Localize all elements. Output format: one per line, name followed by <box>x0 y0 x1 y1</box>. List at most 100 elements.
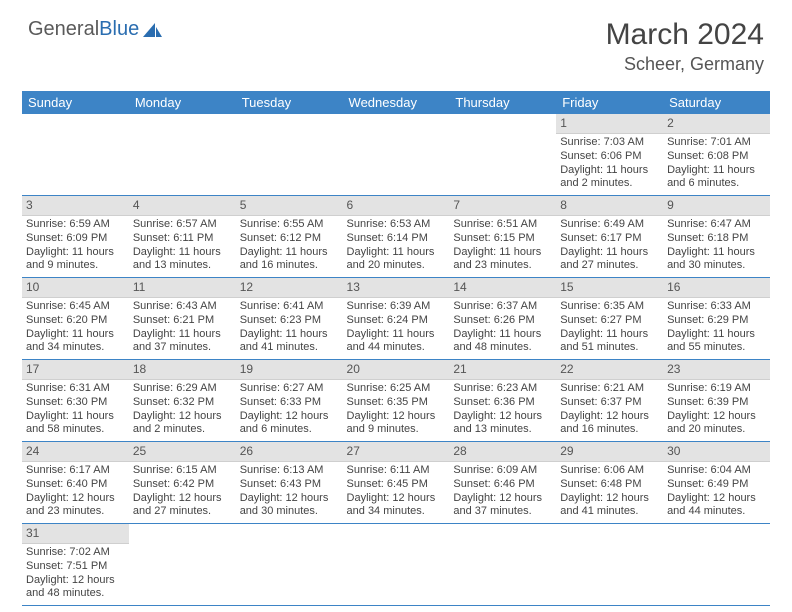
daylight-text: Daylight: 12 hours and 13 minutes. <box>453 410 552 438</box>
calendar-day-cell: 15Sunrise: 6:35 AMSunset: 6:27 PMDayligh… <box>556 278 663 360</box>
daylight-text: Daylight: 12 hours and 2 minutes. <box>133 410 232 438</box>
sunrise-text: Sunrise: 6:57 AM <box>133 218 232 232</box>
sunset-text: Sunset: 6:24 PM <box>347 314 446 328</box>
calendar-day-cell <box>22 114 129 196</box>
day-body: Sunrise: 6:29 AMSunset: 6:32 PMDaylight:… <box>129 380 236 441</box>
sunrise-text: Sunrise: 7:02 AM <box>26 546 125 560</box>
calendar-day-cell: 30Sunrise: 6:04 AMSunset: 6:49 PMDayligh… <box>663 442 770 524</box>
day-body: Sunrise: 6:27 AMSunset: 6:33 PMDaylight:… <box>236 380 343 441</box>
sunset-text: Sunset: 6:49 PM <box>667 478 766 492</box>
day-body: Sunrise: 6:06 AMSunset: 6:48 PMDaylight:… <box>556 462 663 523</box>
sunrise-text: Sunrise: 6:23 AM <box>453 382 552 396</box>
calendar-day-cell: 19Sunrise: 6:27 AMSunset: 6:33 PMDayligh… <box>236 360 343 442</box>
day-body: Sunrise: 6:25 AMSunset: 6:35 PMDaylight:… <box>343 380 450 441</box>
day-body: Sunrise: 6:11 AMSunset: 6:45 PMDaylight:… <box>343 462 450 523</box>
sunrise-text: Sunrise: 6:17 AM <box>26 464 125 478</box>
calendar-week-row: 10Sunrise: 6:45 AMSunset: 6:20 PMDayligh… <box>22 278 770 360</box>
day-body: Sunrise: 6:35 AMSunset: 6:27 PMDaylight:… <box>556 298 663 359</box>
day-number: 4 <box>129 196 236 216</box>
daylight-text: Daylight: 11 hours and 6 minutes. <box>667 164 766 192</box>
day-number: 18 <box>129 360 236 380</box>
calendar-table: Sunday Monday Tuesday Wednesday Thursday… <box>22 91 770 606</box>
sunset-text: Sunset: 6:14 PM <box>347 232 446 246</box>
daylight-text: Daylight: 12 hours and 41 minutes. <box>560 492 659 520</box>
calendar-day-cell: 2Sunrise: 7:01 AMSunset: 6:08 PMDaylight… <box>663 114 770 196</box>
daylight-text: Daylight: 11 hours and 13 minutes. <box>133 246 232 274</box>
sunset-text: Sunset: 6:40 PM <box>26 478 125 492</box>
day-body: Sunrise: 6:41 AMSunset: 6:23 PMDaylight:… <box>236 298 343 359</box>
daylight-text: Daylight: 12 hours and 23 minutes. <box>26 492 125 520</box>
calendar-day-cell: 3Sunrise: 6:59 AMSunset: 6:09 PMDaylight… <box>22 196 129 278</box>
calendar-day-cell: 11Sunrise: 6:43 AMSunset: 6:21 PMDayligh… <box>129 278 236 360</box>
calendar-day-cell: 6Sunrise: 6:53 AMSunset: 6:14 PMDaylight… <box>343 196 450 278</box>
calendar-day-cell <box>129 524 236 606</box>
sunset-text: Sunset: 6:09 PM <box>26 232 125 246</box>
day-number: 9 <box>663 196 770 216</box>
weekday-header: Sunday <box>22 91 129 114</box>
day-number: 20 <box>343 360 450 380</box>
day-body: Sunrise: 7:03 AMSunset: 6:06 PMDaylight:… <box>556 134 663 195</box>
sunrise-text: Sunrise: 6:35 AM <box>560 300 659 314</box>
day-number: 27 <box>343 442 450 462</box>
calendar-day-cell <box>556 524 663 606</box>
daylight-text: Daylight: 11 hours and 30 minutes. <box>667 246 766 274</box>
daylight-text: Daylight: 11 hours and 41 minutes. <box>240 328 339 356</box>
weekday-header: Friday <box>556 91 663 114</box>
sunset-text: Sunset: 6:45 PM <box>347 478 446 492</box>
daylight-text: Daylight: 11 hours and 27 minutes. <box>560 246 659 274</box>
title-location: Scheer, Germany <box>606 54 764 75</box>
daylight-text: Daylight: 11 hours and 44 minutes. <box>347 328 446 356</box>
sunrise-text: Sunrise: 6:55 AM <box>240 218 339 232</box>
calendar-week-row: 3Sunrise: 6:59 AMSunset: 6:09 PMDaylight… <box>22 196 770 278</box>
day-number: 17 <box>22 360 129 380</box>
day-body: Sunrise: 6:09 AMSunset: 6:46 PMDaylight:… <box>449 462 556 523</box>
weekday-header: Wednesday <box>343 91 450 114</box>
logo-text-2: Blue <box>99 18 139 41</box>
day-number: 23 <box>663 360 770 380</box>
day-body: Sunrise: 6:33 AMSunset: 6:29 PMDaylight:… <box>663 298 770 359</box>
sunrise-text: Sunrise: 6:25 AM <box>347 382 446 396</box>
calendar-day-cell: 20Sunrise: 6:25 AMSunset: 6:35 PMDayligh… <box>343 360 450 442</box>
day-body: Sunrise: 6:51 AMSunset: 6:15 PMDaylight:… <box>449 216 556 277</box>
calendar-day-cell: 7Sunrise: 6:51 AMSunset: 6:15 PMDaylight… <box>449 196 556 278</box>
calendar-day-cell: 9Sunrise: 6:47 AMSunset: 6:18 PMDaylight… <box>663 196 770 278</box>
daylight-text: Daylight: 11 hours and 51 minutes. <box>560 328 659 356</box>
sunrise-text: Sunrise: 6:49 AM <box>560 218 659 232</box>
sunrise-text: Sunrise: 6:33 AM <box>667 300 766 314</box>
day-number: 24 <box>22 442 129 462</box>
sunset-text: Sunset: 6:35 PM <box>347 396 446 410</box>
sunrise-text: Sunrise: 6:51 AM <box>453 218 552 232</box>
day-number: 22 <box>556 360 663 380</box>
day-number: 5 <box>236 196 343 216</box>
logo-sail-icon <box>141 21 163 39</box>
sunset-text: Sunset: 6:08 PM <box>667 150 766 164</box>
day-body: Sunrise: 6:17 AMSunset: 6:40 PMDaylight:… <box>22 462 129 523</box>
day-body: Sunrise: 6:37 AMSunset: 6:26 PMDaylight:… <box>449 298 556 359</box>
calendar-day-cell: 25Sunrise: 6:15 AMSunset: 6:42 PMDayligh… <box>129 442 236 524</box>
sunset-text: Sunset: 6:39 PM <box>667 396 766 410</box>
sunset-text: Sunset: 6:15 PM <box>453 232 552 246</box>
sunset-text: Sunset: 6:23 PM <box>240 314 339 328</box>
calendar-day-cell: 12Sunrise: 6:41 AMSunset: 6:23 PMDayligh… <box>236 278 343 360</box>
calendar-day-cell <box>343 524 450 606</box>
sunrise-text: Sunrise: 6:09 AM <box>453 464 552 478</box>
day-body: Sunrise: 7:02 AMSunset: 7:51 PMDaylight:… <box>22 544 129 605</box>
sunrise-text: Sunrise: 6:41 AM <box>240 300 339 314</box>
calendar-week-row: 24Sunrise: 6:17 AMSunset: 6:40 PMDayligh… <box>22 442 770 524</box>
sunset-text: Sunset: 6:36 PM <box>453 396 552 410</box>
calendar-day-cell: 27Sunrise: 6:11 AMSunset: 6:45 PMDayligh… <box>343 442 450 524</box>
calendar-week-row: 1Sunrise: 7:03 AMSunset: 6:06 PMDaylight… <box>22 114 770 196</box>
sunrise-text: Sunrise: 6:31 AM <box>26 382 125 396</box>
calendar-day-cell <box>449 524 556 606</box>
calendar-day-cell: 18Sunrise: 6:29 AMSunset: 6:32 PMDayligh… <box>129 360 236 442</box>
calendar-day-cell: 31Sunrise: 7:02 AMSunset: 7:51 PMDayligh… <box>22 524 129 606</box>
calendar-week-row: 17Sunrise: 6:31 AMSunset: 6:30 PMDayligh… <box>22 360 770 442</box>
day-body: Sunrise: 6:15 AMSunset: 6:42 PMDaylight:… <box>129 462 236 523</box>
calendar-day-cell <box>449 114 556 196</box>
day-number: 12 <box>236 278 343 298</box>
sunrise-text: Sunrise: 6:47 AM <box>667 218 766 232</box>
sunset-text: Sunset: 6:43 PM <box>240 478 339 492</box>
logo-text-1: General <box>28 18 99 41</box>
sunrise-text: Sunrise: 6:59 AM <box>26 218 125 232</box>
day-body: Sunrise: 6:43 AMSunset: 6:21 PMDaylight:… <box>129 298 236 359</box>
